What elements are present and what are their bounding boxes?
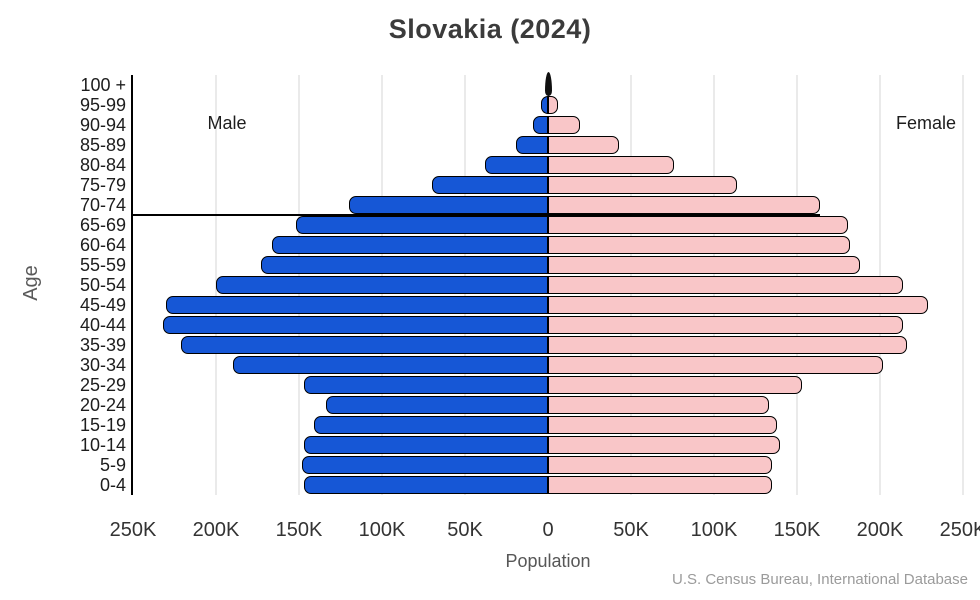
y-tick-label: 20-24 bbox=[79, 395, 126, 415]
female-bar-90-94 bbox=[548, 115, 580, 135]
male-bar-75-79 bbox=[431, 175, 548, 195]
y-tick-label: 15-19 bbox=[79, 415, 126, 435]
x-tick-label: 250K bbox=[939, 519, 980, 541]
female-bar-80-84 bbox=[548, 155, 675, 175]
male-bar-30-34 bbox=[232, 355, 548, 375]
female-bar-95-99 bbox=[548, 95, 558, 115]
y-tick-label: 10-14 bbox=[79, 435, 126, 455]
source-attribution: U.S. Census Bureau, International Databa… bbox=[671, 571, 968, 588]
y-tick-label: 0-4 bbox=[99, 475, 126, 495]
x-tick-label: 150K bbox=[773, 519, 821, 541]
male-bar-95-99 bbox=[541, 95, 548, 115]
female-bar-70-74 bbox=[548, 195, 821, 215]
plot-area: Male Female bbox=[131, 72, 965, 495]
y-tick-label: 60-64 bbox=[79, 235, 126, 255]
male-bar-10-14 bbox=[303, 435, 548, 455]
y-axis-tick-labels: 100 +95-99 90-94 85-89 80-84 75-79 70-74 65-69… bbox=[0, 75, 126, 495]
x-tick-label: 50K bbox=[613, 519, 649, 541]
x-tick-label: 250K bbox=[109, 519, 157, 541]
female-bar-85-89 bbox=[548, 135, 620, 155]
female-bar-60-64 bbox=[548, 235, 851, 255]
male-bar-35-39 bbox=[181, 335, 548, 355]
female-bar-10-14 bbox=[548, 435, 781, 455]
male-side-label: Male bbox=[207, 113, 247, 133]
female-bar-5-9 bbox=[548, 455, 773, 475]
x-tick-label: 200K bbox=[856, 519, 904, 541]
female-bar-55-59 bbox=[548, 255, 861, 275]
female-bar-30-34 bbox=[548, 355, 884, 375]
chart-title: Slovakia (2024) bbox=[388, 14, 592, 44]
female-bar-20-24 bbox=[548, 395, 769, 415]
x-tick-label: 100K bbox=[690, 519, 738, 541]
centenarian-needle-marker bbox=[544, 72, 552, 96]
x-tick-label: 100K bbox=[358, 519, 406, 541]
male-bar-60-64 bbox=[272, 235, 548, 255]
male-bar-20-24 bbox=[325, 395, 548, 415]
male-bar-5-9 bbox=[302, 455, 548, 475]
y-tick-label: 55-59 bbox=[79, 255, 126, 275]
female-bar-45-49 bbox=[548, 295, 929, 315]
male-bar-15-19 bbox=[313, 415, 548, 435]
female-bar-50-54 bbox=[548, 275, 904, 295]
y-tick-label: 100 + bbox=[80, 75, 126, 95]
y-tick-label: 80-84 bbox=[79, 155, 126, 175]
male-bar-25-29 bbox=[303, 375, 548, 395]
male-bar-85-89 bbox=[516, 135, 548, 155]
female-side-label: Female bbox=[895, 113, 957, 133]
x-tick-label: 50K bbox=[447, 519, 483, 541]
x-axis-title: Population bbox=[505, 551, 591, 571]
male-bar-70-74 bbox=[348, 195, 548, 215]
y-axis-line bbox=[131, 75, 133, 495]
female-bar-65-69 bbox=[548, 215, 849, 235]
y-tick-label: 40-44 bbox=[79, 315, 126, 335]
male-bar-65-69 bbox=[295, 215, 548, 235]
y-tick-label: 70-74 bbox=[79, 195, 126, 215]
reference-line bbox=[133, 213, 821, 217]
male-bar-80-84 bbox=[484, 155, 548, 175]
x-tick-label: 0 bbox=[542, 519, 554, 541]
x-axis-tick-labels: 250K 200K 150K 100K 50K 0 50K 100K 150K 200K 250K bbox=[110, 519, 980, 543]
female-bar-15-19 bbox=[548, 415, 778, 435]
y-tick-label: 25-29 bbox=[79, 375, 126, 395]
y-tick-label: 75-79 bbox=[79, 175, 126, 195]
female-bar-0-4 bbox=[548, 475, 773, 495]
y-tick-label: 90-94 bbox=[79, 115, 126, 135]
female-bar-75-79 bbox=[548, 175, 738, 195]
female-bar-25-29 bbox=[548, 375, 802, 395]
y-tick-label: 65-69 bbox=[79, 215, 126, 235]
x-tick-label: 150K bbox=[275, 519, 323, 541]
y-tick-label: 5-9 bbox=[99, 455, 126, 475]
y-tick-label: 30-34 bbox=[79, 355, 126, 375]
x-tick-label: 200K bbox=[192, 519, 240, 541]
y-tick-label: 85-89 bbox=[79, 135, 126, 155]
male-bar-40-44 bbox=[162, 315, 548, 335]
y-tick-label: 45-49 bbox=[79, 295, 126, 315]
y-tick-label: 35-39 bbox=[79, 335, 126, 355]
y-axis-title: Age bbox=[20, 265, 42, 301]
male-bar-0-4 bbox=[303, 475, 548, 495]
female-bar-40-44 bbox=[548, 315, 904, 335]
male-bar-90-94 bbox=[533, 115, 548, 135]
y-tick-label: 95-99 bbox=[79, 95, 126, 115]
male-bar-45-49 bbox=[166, 295, 548, 315]
male-bar-55-59 bbox=[260, 255, 548, 275]
y-tick-label: 50-54 bbox=[79, 275, 126, 295]
gridline bbox=[962, 75, 964, 495]
male-bar-50-54 bbox=[216, 275, 548, 295]
female-bar-35-39 bbox=[548, 335, 907, 355]
